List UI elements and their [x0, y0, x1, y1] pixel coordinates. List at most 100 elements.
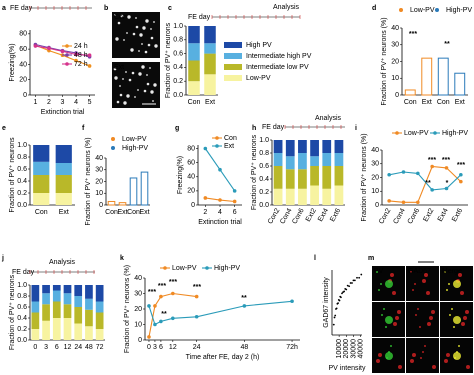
cell — [132, 32, 136, 36]
panel-label: i — [355, 125, 357, 132]
point — [348, 285, 351, 288]
timeline-label: FE day — [262, 124, 285, 131]
panel-label: m — [368, 255, 374, 262]
y-tick-label: 0.4 — [173, 64, 183, 71]
cell — [119, 93, 123, 97]
y-tick-label: 0.8 — [259, 150, 269, 157]
point — [147, 304, 151, 308]
cell — [126, 32, 128, 34]
x-tick-label: 3 — [61, 99, 65, 106]
x-tick-label: Ext — [455, 99, 465, 106]
x-axis-label: PV intensity — [329, 365, 366, 372]
legend-swatch — [435, 8, 439, 12]
legend-label: 24 h — [74, 43, 88, 50]
bar-segment — [95, 329, 104, 340]
cell — [398, 365, 402, 369]
panel-label: e — [2, 125, 6, 132]
cell — [146, 82, 150, 86]
cell — [444, 271, 446, 273]
x-tick-label: 4 — [74, 99, 78, 106]
y-tick-label: 20 — [95, 178, 103, 185]
legend-swatch — [65, 53, 69, 57]
bar-segment — [55, 163, 72, 175]
bar-segment — [298, 153, 307, 170]
y-tick-label: 20 — [134, 306, 142, 313]
timeline-note: Analysis — [273, 4, 300, 11]
bar-segment — [285, 140, 295, 157]
legend-label: High-PV — [214, 265, 240, 272]
cell — [424, 345, 426, 347]
bar-segment — [33, 161, 50, 175]
point — [194, 294, 199, 299]
legend-swatch — [224, 75, 242, 81]
y-tick-label: 1.0 — [259, 137, 269, 144]
y-tick-label: 30 — [95, 167, 103, 174]
cell — [463, 316, 467, 320]
timeline-label: FE day — [12, 269, 35, 276]
y-axis-label: Fraction of PV⁺ neurons — [251, 134, 258, 210]
bar-segment — [55, 175, 72, 193]
bar-segment — [273, 140, 283, 153]
cell — [432, 365, 436, 369]
point — [159, 319, 163, 324]
legend-swatch — [215, 144, 219, 148]
legend-label: High PV — [246, 42, 272, 49]
cell — [146, 74, 148, 76]
bar-segment — [298, 188, 307, 205]
cell — [385, 280, 393, 288]
x-tick-label: Con — [188, 99, 201, 106]
legend-label: Intermediate low PV — [246, 64, 309, 71]
legend-label: 48 h — [74, 52, 88, 59]
point — [232, 199, 237, 204]
point — [194, 314, 199, 319]
legend-label: Low-PV — [410, 7, 435, 14]
cell — [417, 308, 419, 310]
point — [333, 316, 336, 319]
image-label: Con — [114, 14, 127, 21]
x-tick-label: 4 — [218, 209, 222, 216]
micrograph — [406, 302, 439, 337]
point — [147, 335, 151, 339]
cell — [444, 359, 448, 363]
legend-label: Con — [224, 135, 237, 142]
y-tick-label: 40 — [187, 174, 195, 181]
y-tick-label: 0.4 — [17, 178, 27, 185]
cell — [412, 353, 416, 357]
x-axis-label: Extinction trial — [198, 219, 242, 226]
bar-segment — [33, 193, 50, 205]
cell — [461, 322, 465, 326]
cell — [130, 48, 134, 52]
y-axis-label: GAD67 intensity — [323, 277, 330, 328]
bar-segment — [52, 290, 61, 302]
x-tick-label: Con — [105, 209, 118, 216]
cell — [150, 90, 154, 94]
bar-segment — [63, 318, 72, 340]
y-axis-label: Fraction of PV⁺ neurons — [9, 274, 16, 350]
series-line — [148, 292, 197, 338]
annotation: *** — [148, 289, 156, 296]
bar-segment — [310, 140, 319, 157]
x-tick-label: 5 — [88, 99, 92, 106]
cell — [147, 43, 151, 47]
bar-segment — [63, 293, 72, 305]
point — [203, 146, 208, 151]
bar-segment — [55, 193, 72, 205]
cell — [383, 308, 385, 310]
y-tick-label: 20 — [391, 58, 399, 65]
cell — [123, 39, 125, 41]
bar-segment — [322, 166, 332, 189]
image-header: Merge — [442, 268, 462, 275]
cell — [138, 72, 142, 76]
cell — [385, 326, 387, 328]
point — [290, 299, 294, 304]
cell — [392, 291, 396, 295]
y-axis-label: Fraction of PV⁺ neurons — [9, 137, 16, 213]
panel-label: f — [82, 125, 85, 132]
micrograph — [112, 12, 160, 58]
y-tick-label: 40 — [95, 155, 103, 162]
cell — [395, 316, 399, 320]
point — [444, 186, 449, 191]
timeline-label: FE day — [188, 14, 211, 21]
cell — [126, 94, 130, 98]
panel-label: l — [314, 255, 316, 262]
